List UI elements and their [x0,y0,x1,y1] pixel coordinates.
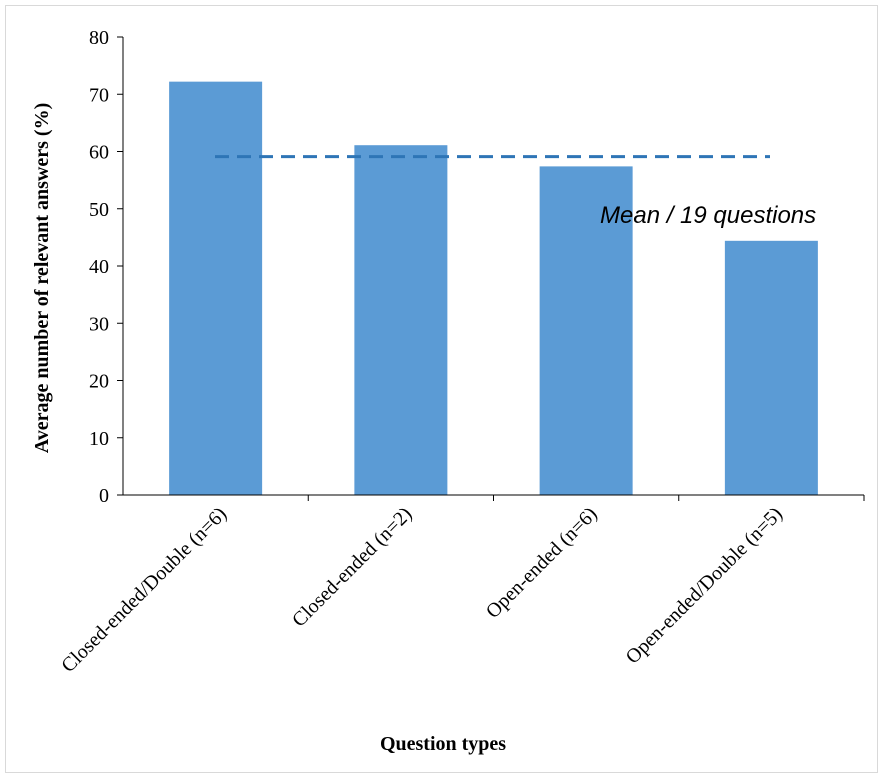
y-tick-label: 20 [89,371,109,393]
y-tick-label: 60 [89,142,109,164]
x-axis-label: Question types [380,733,506,755]
y-tick-label: 70 [89,84,109,106]
y-tick-label: 80 [89,27,109,49]
bar [539,166,633,495]
mean-line-label: Mean / 19 questions [600,202,816,229]
y-tick-label: 40 [89,256,109,278]
y-tick-label: 50 [89,199,109,221]
bars [169,81,818,495]
x-tick-label: Closed-ended (n=2) [288,503,416,631]
bar [724,240,818,495]
x-tick-label: Open-ended (n=6) [482,503,602,623]
y-axis-label: Average number of relevant answers (%) [31,103,53,454]
y-tick-label: 10 [89,428,109,450]
bar [169,81,263,495]
x-tick-label: Closed-ended/Double (n=6) [57,503,231,677]
x-tick-label: Open-ended/Double (n=5) [622,503,787,668]
y-tick-label: 30 [89,313,109,335]
bar [354,145,448,495]
y-axis-ticks: 0 10 20 30 40 50 60 70 80 [89,27,123,507]
x-axis-tick-labels: Closed-ended/Double (n=6) Closed-ended (n… [57,495,865,677]
y-tick-label: 0 [99,485,109,507]
